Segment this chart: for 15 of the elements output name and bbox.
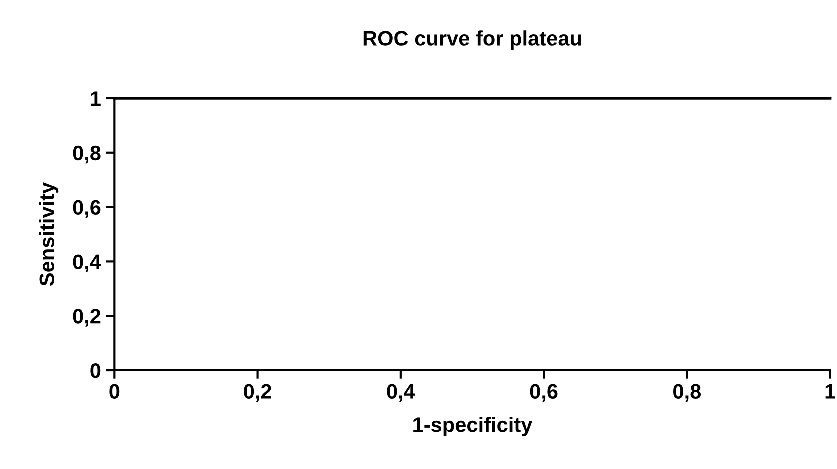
y-axis-title: Sensitivity (39, 182, 59, 286)
y-tick-label: 0 (90, 364, 101, 378)
x-tick-label: 1 (826, 384, 836, 399)
y-tick-label: 1 (91, 92, 101, 106)
x-axis-title: 1-specificity (414, 417, 533, 436)
y-tick-label: 0,8 (73, 146, 101, 164)
x-tick-label: 0 (110, 384, 120, 400)
x-tick-label: 0,4 (387, 384, 416, 402)
x-tick-label: 0,6 (530, 384, 558, 402)
y-tick-label: 0,6 (73, 200, 101, 218)
chart-title: ROC curve for plateau (364, 30, 582, 50)
y-tick-label: 0,4 (73, 254, 102, 272)
x-tick-label: 0,2 (244, 384, 272, 402)
x-tick-label: 0,8 (674, 384, 702, 402)
y-tick-label: 0,2 (73, 309, 101, 327)
